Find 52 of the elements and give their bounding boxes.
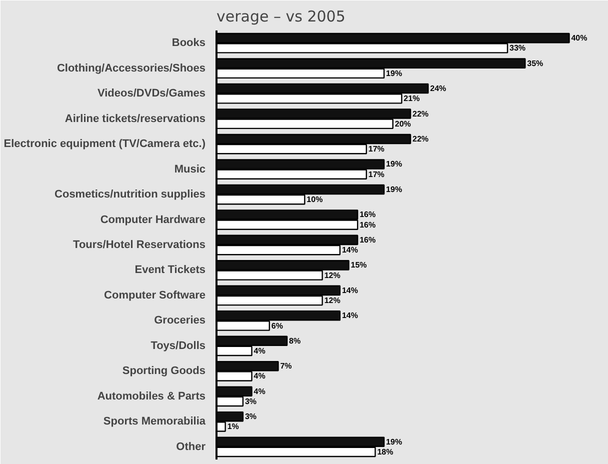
y-tick-label: Electronic equipment (TV/Camera etc.) xyxy=(4,138,206,150)
y-tick-label: Cosmetics/nutrition supplies xyxy=(54,188,206,201)
data-label: 21% xyxy=(404,94,420,104)
data-label: 12% xyxy=(324,270,340,280)
data-label: 35% xyxy=(527,58,544,68)
data-label: 19% xyxy=(386,68,402,78)
data-label: 18% xyxy=(377,447,394,456)
y-tick-label: Toys/Dolls xyxy=(150,340,206,352)
data-label: 8% xyxy=(289,336,301,346)
data-label: 10% xyxy=(306,195,323,204)
data-label: 6% xyxy=(271,321,283,330)
data-label: 22% xyxy=(412,134,429,144)
data-label: 4% xyxy=(254,372,266,381)
data-label: 33% xyxy=(510,44,526,53)
data-label: 17% xyxy=(368,144,384,154)
data-label: 14% xyxy=(342,311,358,320)
data-label: 19% xyxy=(386,160,402,169)
y-tick-label: Sports Memorabilia xyxy=(103,416,206,428)
y-tick-label: Music xyxy=(174,163,206,176)
data-label: 1% xyxy=(227,422,239,432)
data-label: 7% xyxy=(280,362,292,371)
y-tick-label: Sporting Goods xyxy=(122,365,206,378)
data-label: 4% xyxy=(254,386,266,396)
data-label: 14% xyxy=(342,286,358,295)
data-label: 40% xyxy=(571,34,588,43)
data-label: 16% xyxy=(360,220,376,230)
data-label: 16% xyxy=(360,235,376,244)
data-label: 4% xyxy=(254,346,266,356)
data-label: 12% xyxy=(324,296,340,306)
data-label: 19% xyxy=(386,184,402,194)
y-tick-label: Clothing/Accessories/Shoes xyxy=(56,62,206,74)
y-tick-label: Groceries xyxy=(154,314,206,327)
y-tick-label: Tours/Hotel Reservations xyxy=(73,239,206,251)
y-tick-label: Videos/DVDs/Games xyxy=(97,88,206,100)
data-label: 24% xyxy=(430,84,446,94)
y-tick-label: Other xyxy=(176,440,206,453)
y-tick-label: Airline tickets/reservations xyxy=(64,112,206,125)
data-label: 3% xyxy=(244,412,257,422)
y-tick-label: Event Tickets xyxy=(134,264,206,276)
data-label: 14% xyxy=(342,246,358,255)
data-label: 22% xyxy=(412,109,429,118)
y-tick-label: Books xyxy=(172,37,206,50)
data-label: 15% xyxy=(350,260,367,270)
chart-title: verage – vs 2005 xyxy=(216,8,346,26)
data-label: 19% xyxy=(386,437,402,446)
data-label: 20% xyxy=(394,119,411,128)
data-label: 3% xyxy=(244,396,257,406)
data-label: 16% xyxy=(360,210,376,220)
y-tick-label: Computer Hardware xyxy=(100,214,206,226)
data-label: 17% xyxy=(368,170,384,179)
y-tick-label: Computer Software xyxy=(104,289,206,302)
y-tick-label: Automobiles & Parts xyxy=(97,390,206,402)
